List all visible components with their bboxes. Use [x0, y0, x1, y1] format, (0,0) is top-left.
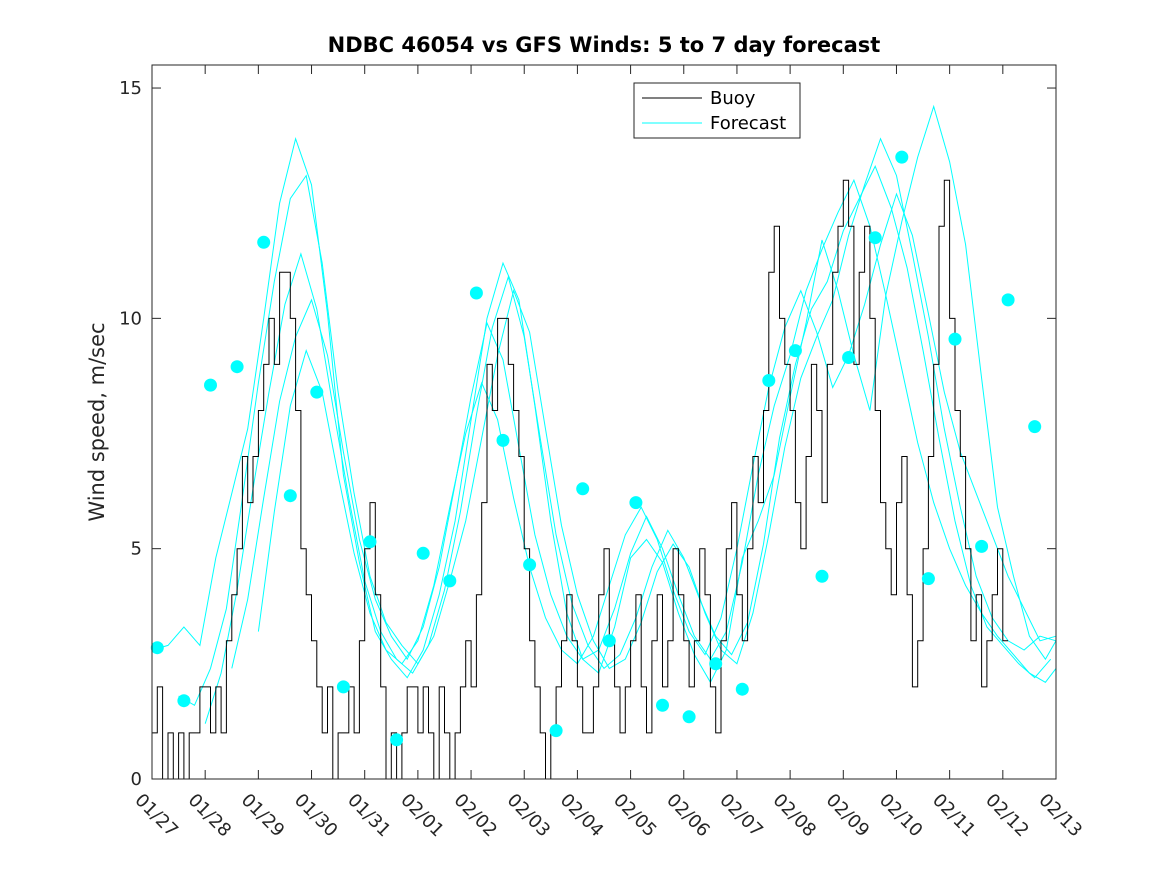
y-tick-label: 5: [131, 539, 142, 560]
forecast-marker: [177, 694, 191, 708]
forecast-marker: [895, 150, 909, 164]
forecast-marker: [549, 724, 563, 738]
x-tick-label: 02/10: [875, 790, 927, 842]
forecast-marker: [469, 286, 483, 300]
y-axis-label: Wind speed, m/sec: [85, 322, 109, 521]
x-tick-label: 02/08: [769, 790, 821, 842]
forecast-marker: [523, 558, 537, 572]
forecast-marker: [1001, 293, 1015, 307]
x-tick-label: 02/04: [556, 790, 608, 842]
legend: Buoy Forecast: [633, 82, 801, 139]
forecast-marker: [815, 569, 829, 583]
forecast-marker: [629, 496, 643, 510]
forecast-marker: [975, 539, 989, 553]
forecast-marker: [283, 489, 297, 503]
forecast-marker: [390, 733, 404, 747]
x-tick-label: 01/30: [290, 790, 342, 842]
forecast-line-1: [151, 104, 1057, 684]
x-tick-label: 02/07: [715, 790, 767, 842]
forecast-marker: [336, 680, 350, 694]
x-tick-label: 01/28: [184, 790, 236, 842]
forecast-marker: [921, 572, 935, 586]
forecast-marker: [948, 332, 962, 346]
y-tick-label: 10: [119, 308, 142, 329]
plot-area-border: [151, 64, 1057, 780]
forecast-marker: [443, 574, 457, 588]
x-tick-label: 02/03: [503, 790, 555, 842]
forecast-markers: [150, 150, 1042, 747]
forecast-marker: [656, 698, 669, 712]
x-tick-label: 02/05: [609, 790, 661, 842]
series-layer: [151, 104, 1057, 780]
forecast-marker: [735, 682, 749, 696]
x-tick-label: 02/06: [662, 790, 714, 842]
forecast-marker: [363, 535, 377, 549]
x-tick-label: 01/27: [130, 790, 182, 842]
x-tick-label: 02/01: [396, 790, 448, 842]
legend-box: [633, 82, 801, 139]
buoy-line: [152, 179, 1009, 780]
legend-buoy-label: Buoy: [710, 88, 756, 109]
forecast-marker: [416, 546, 430, 560]
forecast-marker: [576, 482, 590, 496]
forecast-marker: [150, 641, 164, 655]
forecast-marker: [1028, 420, 1042, 434]
forecast-line-4: [231, 178, 1057, 683]
forecast-marker: [257, 235, 271, 249]
x-tick-label: 02/09: [822, 790, 874, 842]
forecast-line-2: [178, 137, 1057, 707]
forecast-line-3: [204, 165, 1052, 724]
chart-title: NDBC 46054 vs GFS Winds: 5 to 7 day fore…: [328, 33, 881, 57]
x-tick-label: 02/13: [1034, 790, 1086, 842]
x-tick-label: 01/29: [237, 790, 289, 842]
y-tick-label: 0: [131, 769, 142, 790]
forecast-marker: [230, 360, 244, 374]
forecast-marker: [788, 344, 802, 358]
x-tick-label: 02/12: [981, 790, 1033, 842]
forecast-marker: [762, 374, 776, 387]
x-tick-label: 02/02: [450, 790, 502, 842]
forecast-marker: [682, 710, 696, 724]
forecast-marker: [602, 634, 616, 648]
legend-forecast-label: Forecast: [710, 113, 786, 134]
x-tick-label: 01/31: [343, 790, 395, 842]
forecast-marker: [842, 351, 856, 364]
forecast-marker: [496, 433, 510, 447]
x-tick-label: 02/11: [928, 790, 980, 842]
forecast-marker: [709, 657, 723, 671]
forecast-marker: [868, 231, 882, 245]
forecast-marker: [310, 385, 324, 399]
forecast-marker: [204, 378, 217, 392]
forecast-line-5: [257, 192, 1057, 665]
y-tick-label: 15: [119, 78, 142, 99]
